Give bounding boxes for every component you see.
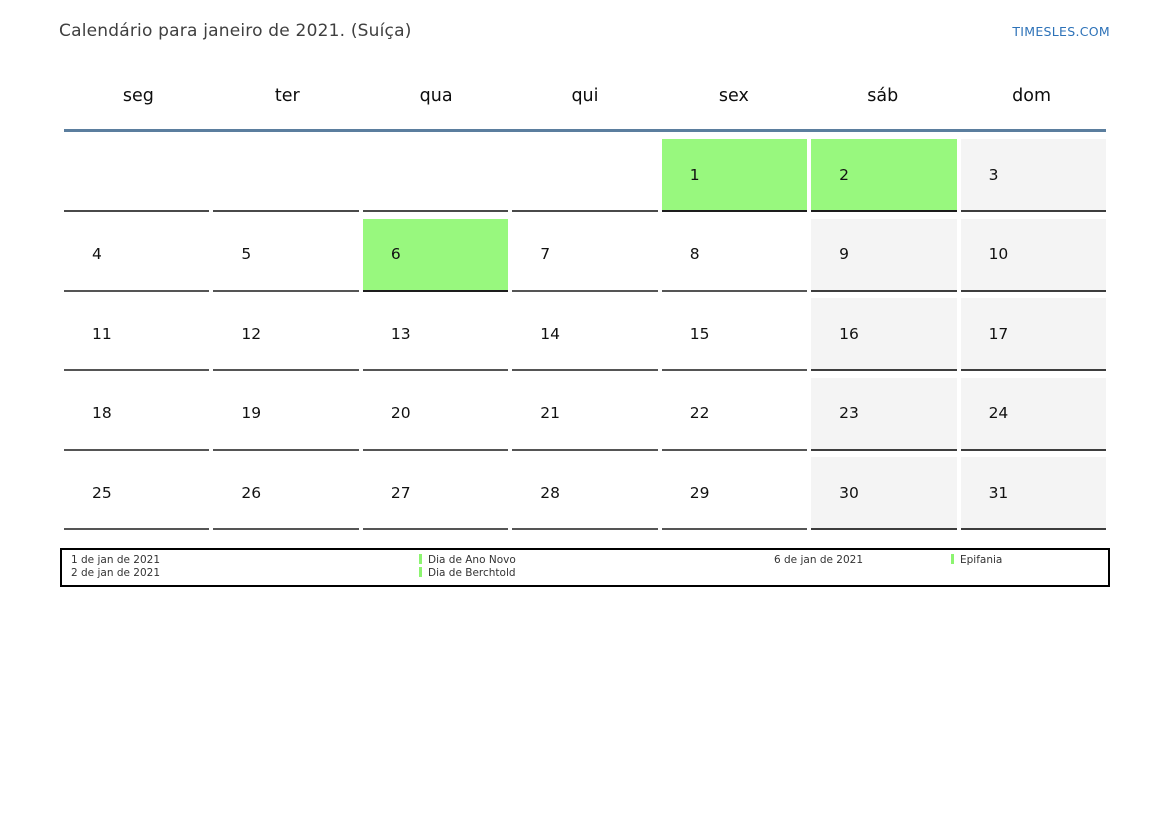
day-cell: 7	[512, 218, 658, 292]
legend-date: 6 de jan de 2021	[774, 554, 864, 566]
day-cell: 27	[362, 457, 509, 530]
weekday-header: seg	[122, 86, 154, 106]
day-cell: 29	[661, 457, 808, 530]
page-title: Calendário para janeiro de 2021. (Suíça)	[59, 21, 412, 41]
holiday-marker-icon	[419, 554, 422, 564]
weekday-header: sáb	[867, 86, 899, 106]
holiday-marker-icon	[419, 567, 422, 577]
day-cell: 6	[362, 218, 509, 292]
empty-cell	[213, 139, 359, 212]
day-cell: 30	[811, 457, 957, 530]
empty-cell	[512, 139, 658, 212]
day-cell: 28	[512, 457, 658, 530]
legend-holiday-label: Epifania	[960, 554, 1003, 566]
legend-holiday-label: Dia de Berchtold	[428, 567, 516, 579]
day-cell: 3	[960, 139, 1106, 212]
day-cell: 22	[661, 377, 808, 451]
day-cell: 1	[661, 139, 808, 212]
weekday-header-row: seg ter qua qui sex sáb dom	[64, 86, 1106, 106]
legend-holidays-col-1: Dia de Ano Novo Dia de Berchtold	[419, 554, 516, 580]
legend-box: 1 de jan de 2021 2 de jan de 2021 Dia de …	[60, 548, 1110, 587]
legend-holiday-label: Dia de Ano Novo	[428, 554, 516, 566]
empty-cell	[362, 139, 509, 212]
legend-holiday: Dia de Ano Novo	[419, 554, 516, 567]
weekday-header: ter	[274, 86, 300, 106]
day-cell: 24	[960, 377, 1106, 451]
day-cell: 20	[362, 377, 509, 451]
day-cell: 23	[811, 377, 957, 451]
day-cell: 13	[362, 298, 509, 371]
day-cell: 5	[213, 218, 359, 292]
day-cell: 11	[64, 298, 210, 371]
holiday-marker-icon	[951, 554, 954, 564]
day-cell: 9	[811, 218, 957, 292]
day-cell: 10	[960, 218, 1106, 292]
legend-date: 1 de jan de 2021	[71, 554, 161, 566]
day-cell: 17	[960, 298, 1106, 371]
day-cell: 15	[661, 298, 808, 371]
day-cell: 2	[811, 139, 957, 212]
weekday-header: qui	[571, 86, 599, 106]
month-grid: 1 2 3 4 5 6 7 8 9 10 11 12 13 14 15 16 17 18 19 20 21 22 23 24 2…	[64, 139, 1106, 530]
header-divider	[64, 129, 1106, 132]
legend-dates-col-2: 6 de jan de 2021	[774, 554, 863, 567]
day-cell: 12	[213, 298, 359, 371]
day-cell: 21	[512, 377, 658, 451]
day-cell: 25	[64, 457, 210, 530]
day-cell: 26	[213, 457, 359, 530]
weekday-header: qua	[419, 86, 453, 106]
day-cell: 16	[811, 298, 957, 371]
day-cell: 19	[213, 377, 359, 451]
legend-holiday: Epifania	[951, 554, 1002, 567]
weekday-header: dom	[1012, 86, 1051, 106]
brand-link[interactable]: TIMESLES.COM	[1012, 24, 1110, 39]
weekday-header: sex	[718, 86, 749, 106]
day-cell: 8	[661, 218, 808, 292]
legend-holidays-col-2: Epifania	[951, 554, 1002, 567]
day-cell: 14	[512, 298, 658, 371]
legend-date: 2 de jan de 2021	[71, 567, 161, 579]
legend-dates-col-1: 1 de jan de 2021 2 de jan de 2021	[71, 554, 160, 580]
legend-holiday: Dia de Berchtold	[419, 567, 516, 580]
empty-cell	[64, 139, 210, 212]
day-cell: 4	[64, 218, 210, 292]
day-cell: 18	[64, 377, 210, 451]
day-cell: 31	[960, 457, 1106, 530]
